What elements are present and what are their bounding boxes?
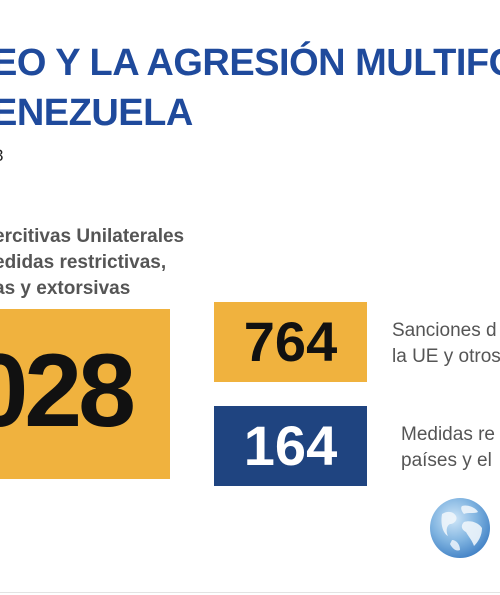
footer-divider	[0, 592, 500, 593]
eu-sanctions-number: 764	[243, 310, 338, 373]
other-measures-box: 164	[214, 406, 367, 486]
globe-icon	[428, 496, 492, 560]
title-line-2: ENEZUELA	[0, 92, 193, 134]
total-measures-box: 028	[0, 309, 170, 479]
date-label: 3	[0, 146, 3, 166]
other-measures-label-line-1: Medidas re	[401, 424, 495, 445]
subtitle-line-1: ercitivas Unilaterales	[0, 226, 185, 247]
subtitle-line-3: as y extorsivas	[0, 278, 131, 299]
eu-sanctions-box: 764	[214, 302, 367, 382]
title-line-1: EO Y LA AGRESIÓN MULTIFO	[0, 42, 500, 84]
eu-sanctions-label-line-2: la UE y otros	[392, 346, 500, 367]
subtitle-line-2: edidas restrictivas,	[0, 252, 167, 273]
other-measures-number: 164	[243, 414, 338, 477]
total-measures-number: 028	[0, 333, 136, 449]
other-measures-label-line-2: países y el	[401, 450, 492, 471]
eu-sanctions-label-line-1: Sanciones d	[392, 320, 497, 341]
